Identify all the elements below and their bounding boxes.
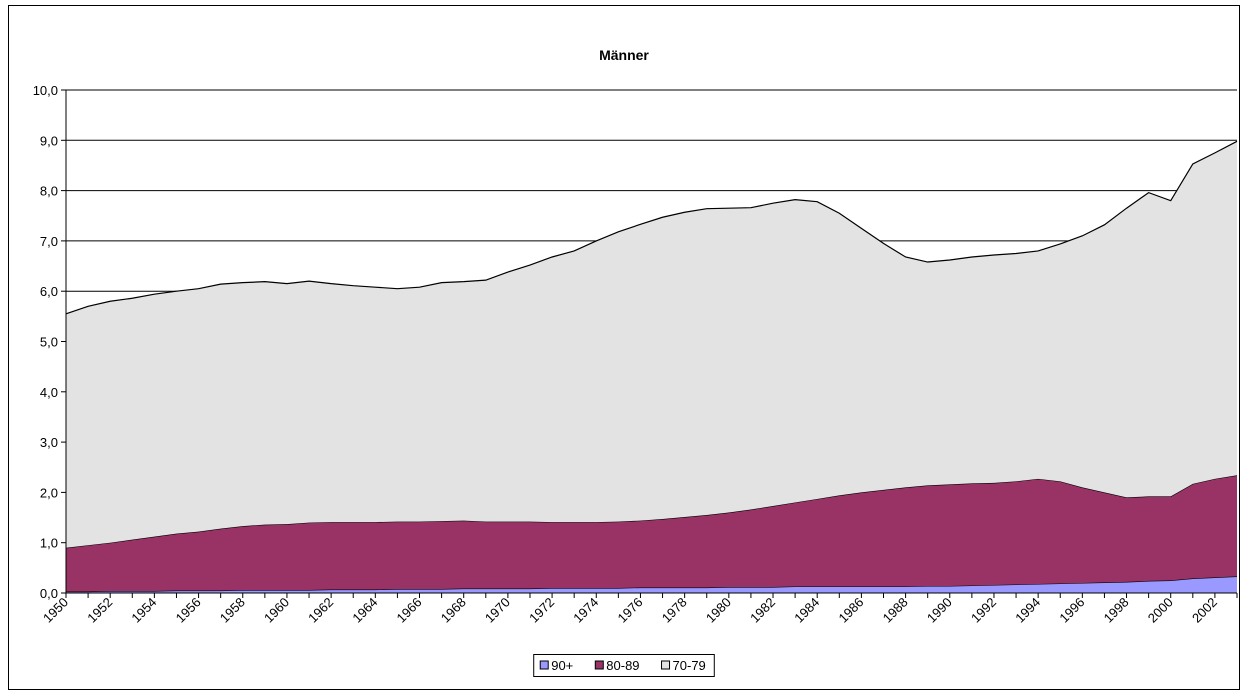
y-tick-label: 1,0	[40, 536, 58, 551]
y-tick-label: 6,0	[40, 284, 58, 299]
legend-swatch	[661, 660, 671, 670]
y-tick-label: 5,0	[40, 335, 58, 350]
legend-swatch	[539, 660, 549, 670]
chart-title: Männer	[599, 47, 649, 63]
legend-label: 80-89	[606, 658, 639, 673]
y-tick-label: 7,0	[40, 234, 58, 249]
area	[66, 576, 1237, 593]
y-tick-label: 4,0	[40, 385, 58, 400]
y-tick-label: 0,0	[40, 586, 58, 601]
legend-box	[533, 654, 715, 677]
area	[66, 141, 1237, 548]
y-tick-label: 2,0	[40, 485, 58, 500]
area-outline	[65, 140, 1238, 315]
y-tick-label: 8,0	[40, 184, 58, 199]
legend: 90+ 80-89 70-79	[533, 654, 715, 677]
y-tick-label: 10,0	[33, 83, 58, 98]
legend-label: 90+	[551, 658, 573, 673]
legend-swatch	[594, 660, 604, 670]
legend-label: 70-79	[673, 658, 706, 673]
area	[66, 475, 1237, 592]
y-tick-label: 9,0	[40, 133, 58, 148]
y-tick-label: 3,0	[40, 435, 58, 450]
